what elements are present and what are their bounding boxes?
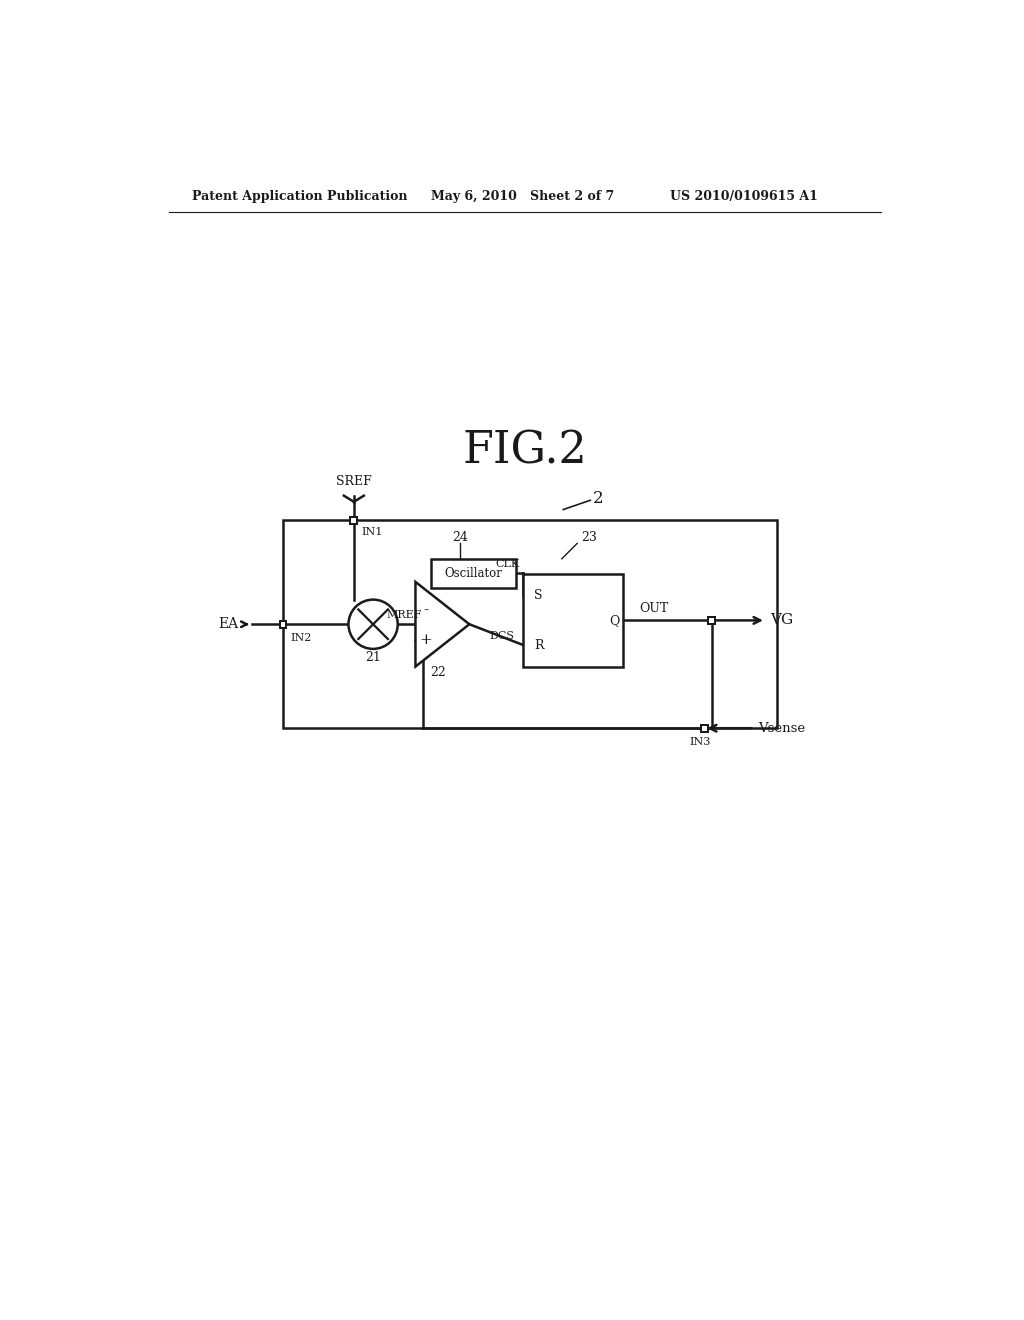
Bar xyxy=(283,520,777,729)
Text: R: R xyxy=(535,639,544,652)
Bar xyxy=(523,574,624,667)
Text: 24: 24 xyxy=(453,531,468,544)
Text: -: - xyxy=(424,603,429,618)
Text: Oscillator: Oscillator xyxy=(444,566,502,579)
Text: Q: Q xyxy=(609,614,620,627)
Text: Vsense: Vsense xyxy=(758,722,805,735)
Text: 23: 23 xyxy=(581,531,597,544)
Bar xyxy=(280,620,287,628)
Text: MREF: MREF xyxy=(386,610,422,620)
Polygon shape xyxy=(416,582,469,667)
Bar xyxy=(709,616,716,624)
Text: DCS: DCS xyxy=(489,631,514,640)
Text: IN1: IN1 xyxy=(361,527,383,537)
Text: +: + xyxy=(420,632,432,647)
Text: US 2010/0109615 A1: US 2010/0109615 A1 xyxy=(670,190,817,203)
Text: IN3: IN3 xyxy=(690,737,711,747)
Text: 21: 21 xyxy=(366,651,381,664)
Text: VG: VG xyxy=(770,614,793,627)
Text: CLK: CLK xyxy=(496,560,519,569)
Text: FIG.2: FIG.2 xyxy=(463,429,587,473)
Bar xyxy=(431,558,515,589)
Text: Patent Application Publication: Patent Application Publication xyxy=(193,190,408,203)
Text: May 6, 2010   Sheet 2 of 7: May 6, 2010 Sheet 2 of 7 xyxy=(431,190,614,203)
Text: OUT: OUT xyxy=(640,602,669,615)
Text: EA: EA xyxy=(218,618,239,631)
Circle shape xyxy=(348,599,397,649)
Bar xyxy=(700,725,708,731)
Text: IN2: IN2 xyxy=(291,634,312,643)
Text: 2: 2 xyxy=(593,490,603,507)
Text: SREF: SREF xyxy=(336,475,372,488)
Text: S: S xyxy=(535,589,543,602)
Bar xyxy=(350,517,357,524)
Text: 22: 22 xyxy=(431,667,446,680)
